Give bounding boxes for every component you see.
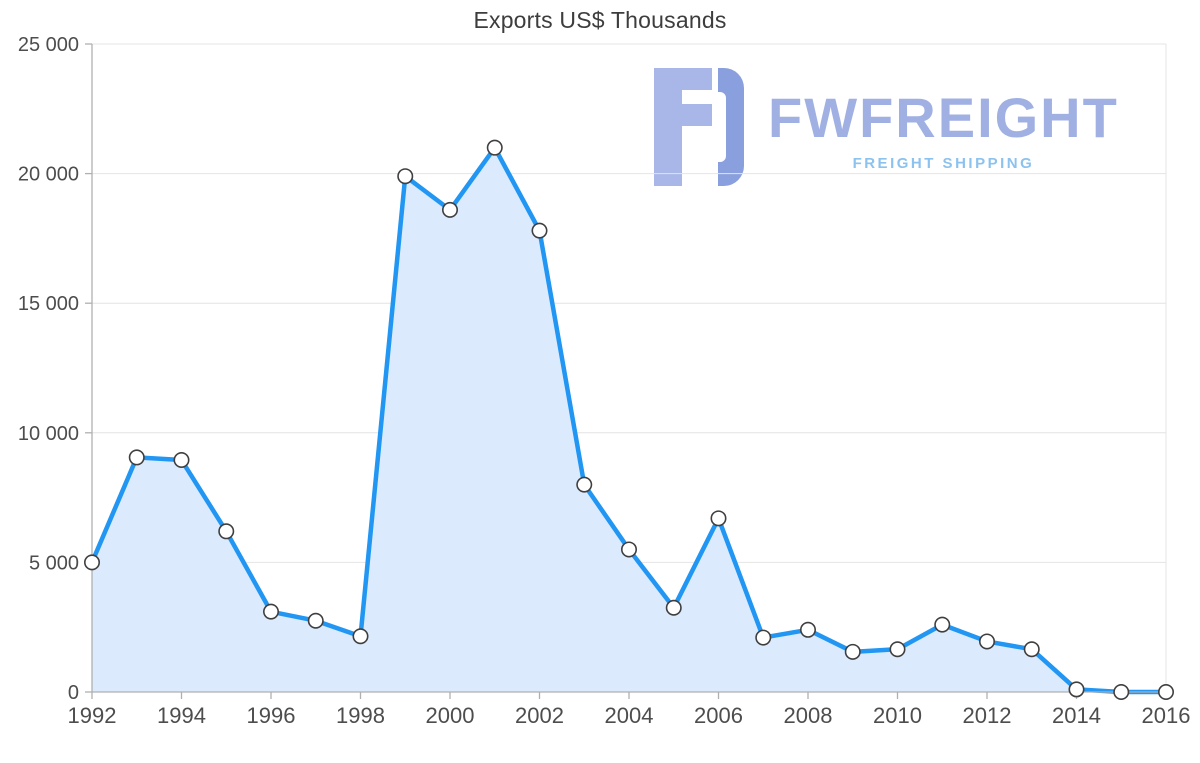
data-point-marker	[1068, 681, 1085, 698]
data-point-marker	[799, 621, 816, 638]
data-point-marker	[620, 541, 637, 558]
y-tick-label: 15 000	[18, 293, 79, 315]
data-point-marker	[84, 554, 101, 571]
x-tick-label: 2000	[426, 703, 475, 728]
data-point-markers	[84, 139, 1175, 700]
y-tick-label: 25 000	[18, 34, 79, 56]
data-point-marker	[889, 641, 906, 658]
chart-title: Exports US$ Thousands	[473, 7, 727, 33]
data-point-marker	[1023, 641, 1040, 658]
x-tick-label: 2004	[605, 703, 654, 728]
area-fill	[92, 147, 1166, 692]
data-point-marker	[576, 476, 593, 493]
data-point-marker	[486, 139, 503, 156]
data-point-marker	[1158, 683, 1175, 700]
y-tick-label: 20 000	[18, 164, 79, 186]
x-tick-label: 2012	[963, 703, 1012, 728]
x-axis-labels: 1992 1994 1996 1998 2000 2002 2004 2006 2008 2010…	[68, 692, 1191, 728]
data-point-marker	[978, 633, 995, 650]
x-tick-label: 1994	[157, 703, 206, 728]
x-tick-label: 2006	[694, 703, 743, 728]
x-tick-label: 2016	[1142, 703, 1191, 728]
data-point-marker	[262, 603, 279, 620]
y-tick-label: 5 000	[29, 552, 79, 574]
y-tick-label: 10 000	[18, 423, 79, 445]
x-tick-label: 1998	[336, 703, 385, 728]
data-point-marker	[397, 168, 414, 185]
data-point-marker	[128, 449, 145, 466]
x-tick-label: 2014	[1052, 703, 1101, 728]
data-point-marker	[710, 510, 727, 527]
data-point-marker	[844, 643, 861, 660]
data-point-marker	[665, 599, 682, 616]
data-point-marker	[755, 629, 772, 646]
data-point-marker	[441, 201, 458, 218]
data-point-marker	[531, 222, 548, 239]
data-point-marker	[1113, 683, 1130, 700]
y-axis-labels: 0 5 000 10 000 15 000 20 000 25 000	[18, 34, 92, 704]
data-point-marker	[352, 628, 369, 645]
data-point-marker	[218, 523, 235, 540]
data-point-marker	[307, 612, 324, 629]
x-tick-label: 1992	[68, 703, 117, 728]
data-point-marker	[934, 616, 951, 633]
data-point-marker	[173, 452, 190, 469]
x-tick-label: 1996	[247, 703, 296, 728]
x-tick-label: 2010	[873, 703, 922, 728]
x-tick-label: 2002	[515, 703, 564, 728]
y-tick-label: 0	[68, 682, 79, 704]
x-tick-label: 2008	[784, 703, 833, 728]
